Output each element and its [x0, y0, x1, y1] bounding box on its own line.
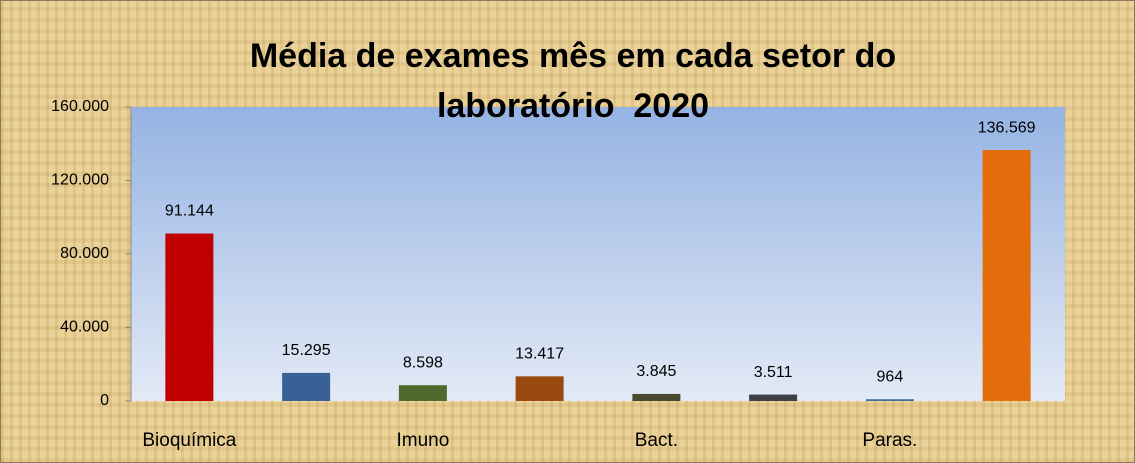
bar [632, 393, 681, 401]
value-label: 964 [877, 368, 904, 385]
y-tick-label: 120.000 [51, 172, 109, 189]
value-label: 13.417 [515, 346, 564, 363]
bar [165, 233, 214, 401]
bar [749, 394, 798, 401]
x-tick-label: Bact. [635, 430, 678, 451]
value-label: 91.144 [165, 203, 214, 220]
y-tick-label: 160.000 [51, 98, 109, 115]
value-label: 3.511 [754, 364, 793, 381]
x-tick-label: Imuno [396, 430, 449, 451]
x-tick-label: Bioquímica [142, 430, 236, 451]
y-tick-label: 80.000 [60, 245, 109, 262]
value-label: 8.598 [403, 354, 443, 371]
bar [398, 385, 447, 401]
bar [282, 372, 331, 401]
y-tick-label: 40.000 [60, 319, 109, 336]
bar [865, 399, 914, 401]
value-label: 15.295 [282, 342, 331, 359]
bar [982, 150, 1031, 401]
x-tick-label: Paras. [862, 430, 917, 451]
value-label: 136.569 [978, 119, 1036, 136]
y-tick-label: 0 [100, 392, 109, 409]
plot-area [131, 107, 1065, 401]
value-label: 3.845 [636, 363, 676, 380]
bar [515, 376, 564, 401]
chart-title: Média de exames mês em cada setor do lab… [249, 37, 906, 125]
